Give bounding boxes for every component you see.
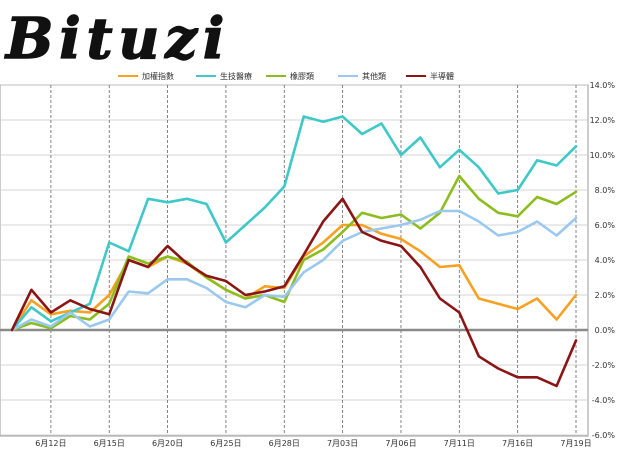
y-tick-label: -6.0%: [592, 431, 616, 440]
y-tick-label: 6.0%: [595, 221, 616, 230]
legend-label-3: 橡膠類: [290, 71, 314, 81]
y-tick-label: 8.0%: [595, 186, 616, 195]
y-tick-label: 0.0%: [595, 326, 616, 335]
brand-logo: Bituzi: [3, 5, 230, 73]
x-tick-label: 6月20日: [152, 439, 183, 448]
y-tick-label: 10.0%: [590, 151, 616, 160]
x-tick-label: 7月06日: [385, 439, 416, 448]
x-tick-label: 7月16日: [502, 439, 533, 448]
series-line-3: [10, 174, 578, 332]
legend-label-4: 其他類: [362, 71, 386, 81]
brand-logo-text: Bituzi: [4, 6, 230, 72]
x-tick-label: 7月03日: [327, 439, 358, 448]
y-tick-label: -2.0%: [592, 361, 616, 370]
y-tick-label: 14.0%: [590, 81, 616, 90]
x-tick-label: 6月12日: [35, 439, 66, 448]
grid: [0, 84, 588, 436]
x-tick-label: 6月15日: [94, 439, 125, 448]
y-axis-ticks: 14.0% 12.0% 10.0% 8.0% 6.0% 4.0% 2.0% 0.0% -2.0%…: [590, 81, 616, 440]
x-tick-label: 6月25日: [210, 439, 241, 448]
legend: 加權指數 生技醫療 橡膠類 其他類 半導體: [118, 71, 454, 81]
series-line-5: [10, 197, 578, 388]
legend-label-2: 生技醫療: [220, 71, 252, 81]
series-line-2: [10, 115, 578, 332]
x-tick-label: 7月11日: [444, 439, 475, 448]
legend-label-1: 加權指數: [142, 71, 174, 81]
plot-frame: [0, 84, 589, 437]
y-tick-label: 4.0%: [595, 256, 616, 265]
y-tick-label: 2.0%: [595, 291, 616, 300]
series-group: [10, 115, 578, 388]
x-tick-label: 7月19日: [560, 439, 591, 448]
y-tick-label: 12.0%: [590, 116, 616, 125]
series-line-4: [10, 209, 578, 332]
x-axis-ticks: 6月12日 6月15日 6月20日 6月25日 6月28日 7月03日 7月06日 7月11日…: [35, 439, 591, 448]
y-tick-label: -4.0%: [592, 396, 616, 405]
legend-label-5: 半導體: [430, 71, 454, 81]
x-tick-label: 6月28日: [269, 439, 300, 448]
